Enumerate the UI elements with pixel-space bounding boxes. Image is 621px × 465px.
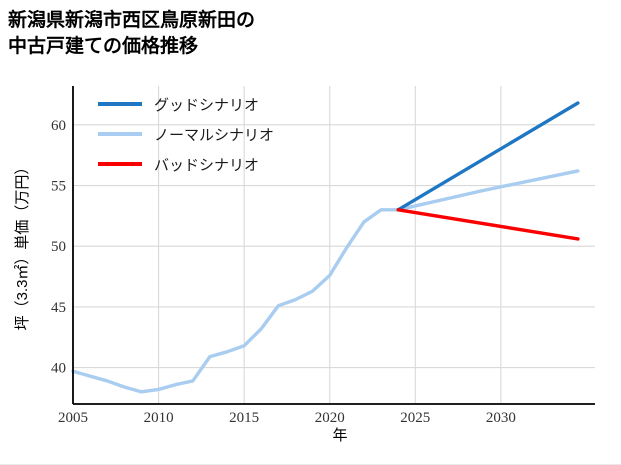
y-tick-label: 45 [51, 300, 66, 316]
legend-label-1: ノーマルシナリオ [154, 128, 274, 144]
gridlines [72, 86, 595, 404]
page-title: 新潟県新潟市西区鳥原新田の 中古戸建ての価格推移 [8, 10, 256, 57]
x-tick-label: 2005 [58, 410, 88, 426]
x-axis-tick-labels: 2005 2010 2015 2020 2025 2030 [58, 410, 516, 426]
legend-label-0: グッドシナリオ [154, 97, 259, 114]
x-axis-title: 年 [332, 427, 347, 444]
x-tick-label: 2020 [315, 410, 345, 426]
legend-label-2: バッドシナリオ [154, 158, 259, 174]
y-tick-label: 55 [51, 179, 66, 195]
x-tick-label: 2015 [229, 410, 259, 426]
series-line-バッドシナリオ [396, 208, 580, 241]
x-tick-label: 2030 [486, 410, 516, 426]
y-tick-label: 50 [51, 239, 66, 255]
y-axis-title: 坪（3.3㎡）単価（万円） [14, 160, 31, 331]
series-line-グッドシナリオ [396, 101, 580, 212]
axis-lines [72, 86, 595, 405]
y-tick-label: 60 [51, 118, 66, 134]
y-tick-label: 40 [51, 361, 66, 377]
x-tick-label: 2010 [144, 410, 174, 426]
series-group [71, 101, 580, 394]
x-tick-label: 2025 [400, 410, 430, 426]
y-axis-tick-labels: 40 45 50 55 60 [51, 118, 66, 377]
series-line-ノーマルシナリオ [71, 169, 580, 394]
